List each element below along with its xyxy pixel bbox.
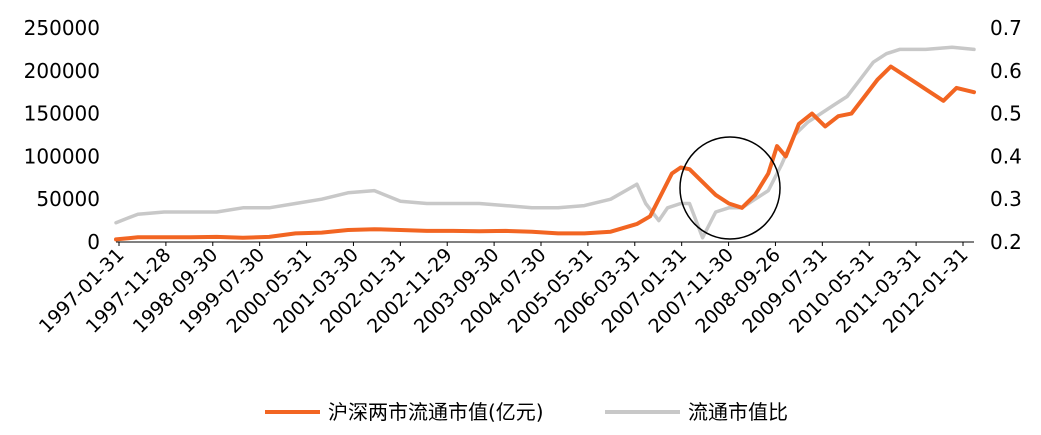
right-tick-label: 0.3 [990,187,1022,211]
annotation-circle [679,136,781,240]
right-tick-label: 0.6 [990,59,1022,83]
series-layer [114,45,976,242]
left-tick-label: 50000 [36,187,100,211]
right-tick-label: 0.7 [990,16,1022,40]
left-tick-label: 100000 [24,144,100,168]
annotation-layer [679,136,781,240]
series-line-ratio [114,45,976,240]
right-tick-label: 0.4 [990,144,1022,168]
legend: 沪深两市流通市值(亿元) 流通市值比 [265,400,788,424]
x-axis: 1997-01-311997-11-281998-09-301999-07-30… [35,241,974,338]
left-tick-label: 200000 [24,59,100,83]
right-axis: 0.2 0.3 0.4 0.5 0.6 0.7 [990,16,1022,254]
left-tick-label: 150000 [24,102,100,126]
left-tick-label: 0 [87,230,100,254]
left-axis: 0 50000 100000 150000 200000 250000 [24,16,100,254]
legend-label-ratio: 流通市值比 [688,400,788,424]
right-tick-label: 0.2 [990,230,1022,254]
legend-label-market-value: 沪深两市流通市值(亿元) [328,400,544,424]
series-line-market-value [114,64,976,242]
left-tick-label: 250000 [24,16,100,40]
right-tick-label: 0.5 [990,102,1022,126]
